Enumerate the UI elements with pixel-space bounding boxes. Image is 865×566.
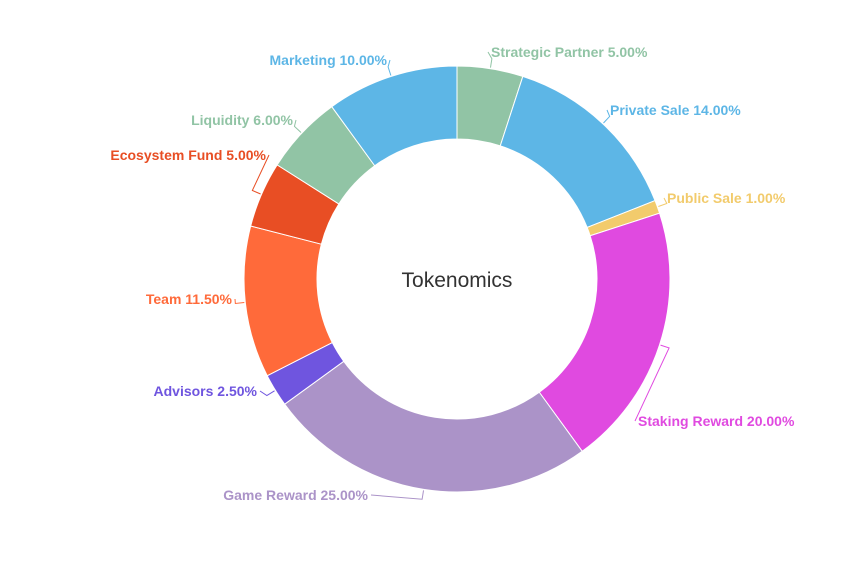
slice-marketing[interactable] <box>331 65 458 167</box>
slice-game-reward[interactable] <box>283 360 583 493</box>
leader-line-advisors <box>259 390 275 397</box>
slice-label-ecosystem-fund: Ecosystem Fund 5.00% <box>110 147 266 163</box>
slice-private-sale[interactable] <box>499 75 656 229</box>
leader-line-game-reward <box>370 490 425 500</box>
slice-label-team: Team 11.50% <box>146 291 233 307</box>
leader-line-strategic-partner <box>487 51 493 68</box>
slice-label-staking-reward: Staking Reward 20.00% <box>638 413 795 429</box>
leader-line-marketing <box>387 59 392 76</box>
slice-label-advisors: Advisors 2.50% <box>154 383 258 399</box>
chart-title: Tokenomics <box>402 269 513 292</box>
slice-label-game-reward: Game Reward 25.00% <box>223 487 368 503</box>
leader-line-team <box>234 298 245 305</box>
slice-label-strategic-partner: Strategic Partner 5.00% <box>491 44 648 60</box>
slice-staking-reward[interactable] <box>538 212 671 453</box>
leader-line-liquidity <box>293 119 302 133</box>
leader-line-public-sale <box>658 197 668 207</box>
leader-line-ecosystem-fund <box>251 154 270 195</box>
slice-label-liquidity: Liquidity 6.00% <box>191 112 293 128</box>
leader-line-staking-reward <box>634 344 670 422</box>
slice-label-marketing: Marketing 10.00% <box>270 52 388 68</box>
slice-label-private-sale: Private Sale 14.00% <box>610 102 741 118</box>
slice-label-public-sale: Public Sale 1.00% <box>667 190 786 206</box>
leader-line-private-sale <box>603 109 611 124</box>
